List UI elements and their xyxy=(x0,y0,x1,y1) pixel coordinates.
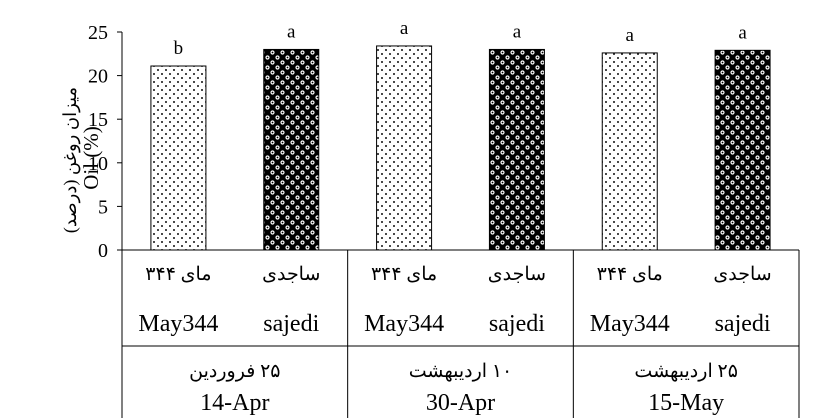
y-tick-label: 5 xyxy=(98,196,108,218)
date-label-english: 30-Apr xyxy=(426,390,495,416)
cultivar-label-persian: مای ۳۴۴ xyxy=(145,264,211,285)
significance-letter: a xyxy=(400,18,409,39)
bar-sajedi-14-apr xyxy=(263,48,320,251)
cultivar-label-persian: ساجدی xyxy=(713,264,771,285)
significance-letter: a xyxy=(738,22,747,43)
y-tick-label: 25 xyxy=(88,22,108,44)
cultivar-label-english: May344 xyxy=(590,311,670,337)
bar-may344-15-may xyxy=(601,52,658,251)
cultivar-label-english: sajedi xyxy=(263,311,319,337)
cultivar-label-persian: مای ۳۴۴ xyxy=(371,264,437,285)
significance-letter: a xyxy=(287,21,296,42)
y-tick-label: 20 xyxy=(88,66,108,88)
y-tick-label: 15 xyxy=(88,109,108,131)
y-tick-label: 0 xyxy=(98,240,108,262)
bar-may344-14-apr xyxy=(150,65,207,251)
cultivar-label-persian: مای ۳۴۴ xyxy=(597,264,663,285)
cultivar-label-english: May344 xyxy=(364,311,444,337)
cultivar-label-english: sajedi xyxy=(715,311,771,337)
y-axis-label: میزان روغن (درصد) Oil (%) xyxy=(60,87,103,233)
cultivar-label-persian: ساجدی xyxy=(488,264,546,285)
significance-letter: b xyxy=(174,38,184,59)
significance-letter: a xyxy=(626,25,635,46)
date-label-persian: ۱۰ اردیبهشت xyxy=(409,361,512,382)
category-table: مای ۳۴۴ May344 ساجدی sajedi مای ۳۴۴ May344 ساج… xyxy=(121,249,800,418)
bar-may344-30-apr xyxy=(376,45,433,251)
cultivar-label-english: May344 xyxy=(138,311,218,337)
bar-sajedi-30-apr xyxy=(488,48,545,251)
date-label-persian: ۲۵ فروردین xyxy=(189,361,280,382)
significance-letter: a xyxy=(513,21,522,42)
cultivar-label-english: sajedi xyxy=(489,311,545,337)
bars xyxy=(150,45,771,251)
significance-letters: ba a a a a xyxy=(174,18,748,59)
date-label-persian: ۲۵ اردیبهشت xyxy=(634,361,737,382)
y-axis: 0 5 10 15 20 25 xyxy=(88,22,123,262)
date-label-english: 14-Apr xyxy=(200,390,269,416)
y-axis-label-persian: میزان روغن (درصد) xyxy=(60,87,81,233)
cultivar-label-persian: ساجدی xyxy=(262,264,320,285)
bar-sajedi-15-may xyxy=(714,49,771,251)
y-tick-label: 10 xyxy=(88,153,108,175)
y-axis-label-english: Oil (%) xyxy=(79,126,103,190)
date-label-english: 15-May xyxy=(648,390,724,416)
